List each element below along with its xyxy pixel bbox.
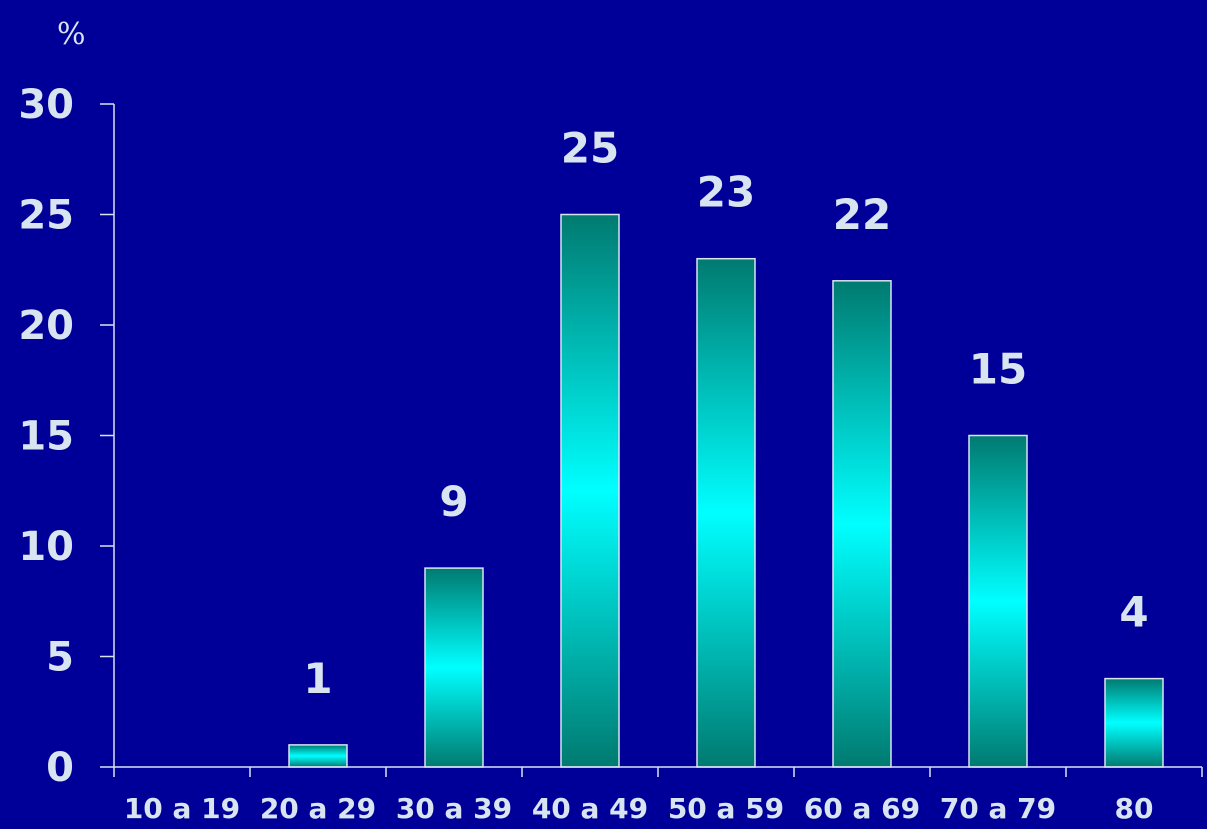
x-category-label: 20 a 29 xyxy=(260,792,376,825)
data-label: 25 xyxy=(561,124,619,173)
bar xyxy=(832,280,892,768)
data-label: 4 xyxy=(1119,588,1148,637)
x-category-label: 70 a 79 xyxy=(940,792,1056,825)
bar xyxy=(560,213,620,768)
x-category-label: 10 a 19 xyxy=(124,792,240,825)
x-category-label: 30 a 39 xyxy=(396,792,512,825)
labels-group: 0 5 10 15 20 25 30 10 a 19 1 20 a 29 9 30 a 39 25 40 … xyxy=(18,82,1153,825)
x-category-label: 50 a 59 xyxy=(668,792,784,825)
data-label: 9 xyxy=(439,477,468,526)
data-label: 22 xyxy=(833,190,891,239)
data-label: 15 xyxy=(969,345,1027,394)
bar xyxy=(1104,677,1164,768)
axes-group xyxy=(100,103,1203,777)
x-category-label: 40 a 49 xyxy=(532,792,648,825)
y-tick-label: 30 xyxy=(18,82,74,128)
data-label: 1 xyxy=(303,654,332,703)
bar xyxy=(288,744,348,768)
y-tick-label: 10 xyxy=(18,524,74,570)
bar xyxy=(424,567,484,768)
y-axis-unit-label: % xyxy=(57,17,86,52)
y-tick-label: 0 xyxy=(46,745,74,791)
x-category-label: 80 xyxy=(1115,792,1154,825)
bar xyxy=(696,257,756,768)
bars-group xyxy=(288,213,1164,768)
y-tick-label: 25 xyxy=(18,193,74,239)
y-tick-label: 20 xyxy=(18,303,74,349)
bar xyxy=(968,434,1028,768)
data-label: 23 xyxy=(697,168,755,217)
x-category-label: 60 a 69 xyxy=(804,792,920,825)
y-tick-label: 5 xyxy=(46,635,74,681)
y-tick-label: 15 xyxy=(18,414,74,460)
